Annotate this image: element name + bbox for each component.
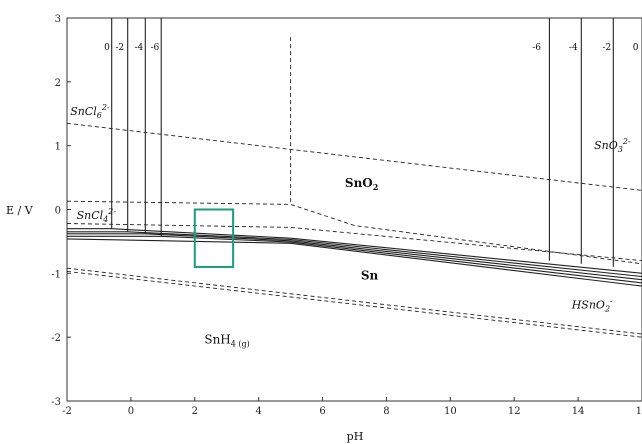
x-tick-label: 0 bbox=[128, 406, 134, 417]
x-tick-label: 14 bbox=[572, 406, 585, 417]
x-tick-label: 16 bbox=[636, 406, 642, 417]
activity-label: -2 bbox=[602, 43, 611, 53]
y-tick-label: 0 bbox=[55, 206, 61, 217]
y-tick-label: -3 bbox=[51, 397, 61, 408]
x-tick-label: 12 bbox=[508, 406, 521, 417]
y-tick-label: -1 bbox=[51, 269, 61, 280]
y-tick-label: -2 bbox=[51, 333, 61, 344]
boundary-line-9 bbox=[67, 231, 642, 278]
x-tick-label: 8 bbox=[383, 406, 389, 417]
region-label: Sn bbox=[361, 269, 379, 283]
region-label: HSnO2- bbox=[571, 296, 613, 313]
region-label: SnH4 (g) bbox=[204, 333, 249, 349]
activity-label: -2 bbox=[115, 43, 124, 53]
y-tick-label: 1 bbox=[55, 142, 61, 153]
highlight-box bbox=[193, 208, 235, 268]
activity-labels: 0 -2 -4 -6 -6 -4 -2 0 bbox=[104, 43, 639, 53]
region-label: SnO2 bbox=[345, 176, 378, 192]
activity-label: 0 bbox=[104, 43, 110, 53]
x-ticks: -2 0 2 4 6 8 10 12 14 16 bbox=[62, 397, 642, 417]
activity-label: -6 bbox=[150, 43, 159, 53]
boundary-line-17 bbox=[66, 270, 642, 338]
boundary-line-15 bbox=[66, 223, 642, 262]
region-label: SnCl42- bbox=[77, 207, 117, 224]
x-tick-label: 6 bbox=[319, 406, 325, 417]
y-ticks: 3 2 1 0 -1 -2 -3 bbox=[51, 14, 71, 408]
activity-label: 0 bbox=[633, 43, 639, 53]
boundary-line-8 bbox=[67, 228, 642, 274]
region-label: SnO32- bbox=[594, 137, 631, 154]
x-tick-label: 10 bbox=[444, 406, 457, 417]
activity-label: -6 bbox=[532, 43, 541, 53]
highlight-box-layer bbox=[193, 208, 235, 268]
boundary-line-10 bbox=[67, 233, 642, 281]
y-tick-label: 2 bbox=[55, 78, 61, 89]
region-label: SnCl62- bbox=[70, 103, 110, 120]
activity-label: -4 bbox=[569, 43, 578, 53]
activity-label: -4 bbox=[134, 43, 143, 53]
x-axis-title: pH bbox=[347, 430, 364, 443]
boundary-line-11 bbox=[67, 235, 642, 284]
x-tick-label: -2 bbox=[62, 406, 72, 417]
boundary-line-14 bbox=[66, 200, 642, 265]
x-tick-label: 2 bbox=[192, 406, 198, 417]
series-layer bbox=[66, 18, 642, 338]
boundary-line-12 bbox=[66, 238, 642, 287]
x-tick-label: 4 bbox=[255, 406, 261, 417]
plot-frame bbox=[66, 17, 642, 402]
region-labels: SnO2 Sn SnH4 (g) SnCl62- SnCl42- SnO32- HSnO2- bbox=[70, 103, 631, 349]
y-tick-label: 3 bbox=[55, 14, 61, 25]
boundary-line-18 bbox=[66, 267, 642, 335]
y-axis-title: E / V bbox=[6, 204, 34, 217]
boundary-line-13 bbox=[66, 122, 642, 191]
